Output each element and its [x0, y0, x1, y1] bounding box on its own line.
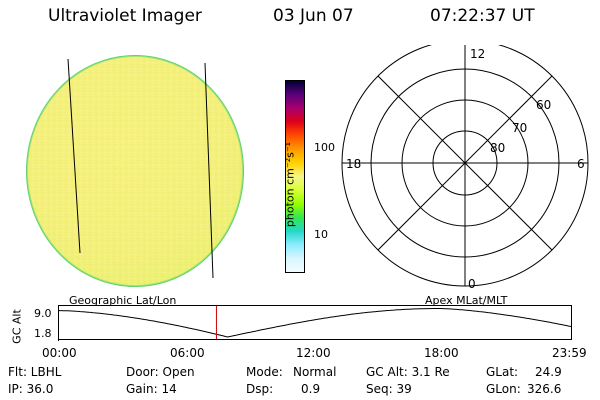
- info-mode-value: Normal: [293, 365, 337, 379]
- altitude-timeline: [58, 305, 572, 341]
- colorbar-gradient: [286, 81, 304, 272]
- polar-diagonal: [377, 75, 553, 251]
- polar-label-0: 0: [468, 277, 476, 291]
- geo-longitude-line: [204, 62, 214, 279]
- info-gc-alt: GC Alt: 3.1 Re: [366, 365, 450, 379]
- info-glat-value: 24.9: [535, 365, 562, 379]
- info-glon-value: 326.6: [527, 382, 562, 396]
- info-mode-label: Mode:: [246, 365, 283, 379]
- polar-plot: [341, 45, 589, 287]
- app-title: Ultraviolet Imager: [48, 6, 202, 26]
- timeline-xtick-3: 18:00: [424, 346, 459, 360]
- info-gain: Gain: 14: [126, 382, 177, 396]
- geo-longitude-line: [67, 58, 81, 254]
- uv-image: [26, 55, 244, 287]
- colorbar-tick-100: 100: [314, 141, 335, 154]
- timeline-right-label: Apex MLat/MLT: [425, 294, 508, 307]
- polar-label-lat-60: 60: [536, 98, 552, 112]
- timeline-left-label: Geographic Lat/Lon: [69, 294, 177, 307]
- polar-label-6: 6: [577, 157, 585, 171]
- info-dsp-value: 0.9: [301, 382, 321, 396]
- info-ip: IP: 36.0: [8, 382, 54, 396]
- info-door: Door: Open: [126, 365, 195, 379]
- image-date: 03 Jun 07: [273, 6, 354, 26]
- timeline-xtick-2: 12:00: [296, 346, 331, 360]
- timeline-ytick-min: 1.8: [34, 327, 52, 340]
- image-time: 07:22:37 UT: [430, 6, 535, 26]
- info-seq: Seq: 39: [366, 382, 412, 396]
- info-filter: Flt: LBHL: [8, 365, 62, 379]
- colorbar: [285, 80, 305, 273]
- info-glon-label: GLon:: [486, 382, 521, 396]
- timeline-frame: [58, 305, 572, 340]
- timeline-xtick-1: 06:00: [170, 346, 205, 360]
- altitude-curve: [59, 308, 572, 338]
- polar-label-18: 18: [346, 157, 362, 171]
- info-glat-label: GLat:: [486, 365, 519, 379]
- polar-label-12: 12: [470, 47, 486, 61]
- timeline-xtick-0: 00:00: [42, 346, 77, 360]
- info-dsp-label: Dsp:: [246, 382, 274, 396]
- polar-label-lat-80: 80: [490, 141, 506, 155]
- colorbar-tick-10: 10: [314, 228, 328, 241]
- colorbar-unit-label: photon cm⁻²s⁻¹: [283, 141, 297, 228]
- polar-label-lat-70: 70: [512, 121, 528, 135]
- timeline-ylabel: GC Alt: [10, 309, 24, 344]
- timeline-xtick-4: 23:59: [552, 346, 587, 360]
- timeline-ytick-max: 9.0: [34, 307, 52, 320]
